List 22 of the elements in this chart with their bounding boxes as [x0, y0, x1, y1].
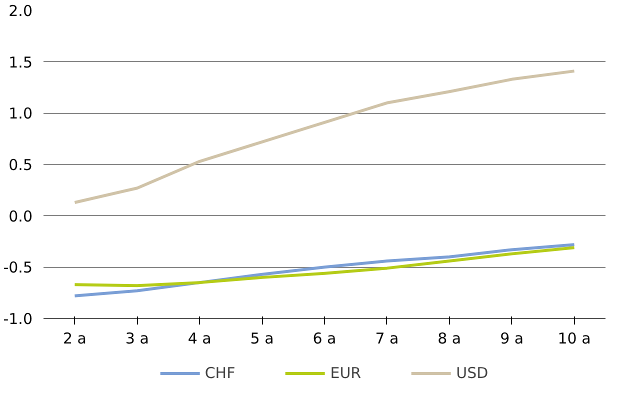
y-tick-label: 1.5 [8, 53, 33, 72]
line-series [73, 70, 576, 204]
x-tick-label: 3 a [125, 330, 149, 348]
x-tick-label: 9 a [500, 330, 524, 348]
x-tick-label: 8 a [438, 330, 462, 348]
x-tick-label: 7 a [375, 330, 399, 348]
legend-label: CHF [204, 364, 236, 382]
y-tick-label: -1.0 [3, 310, 33, 328]
x-tick-label: 5 a [250, 330, 274, 348]
y-tick-label: 0.5 [8, 156, 33, 174]
x-tick-label: 10 a [558, 330, 591, 348]
legend-label: USD [456, 364, 488, 382]
y-tick-label: 1.0 [8, 104, 33, 123]
legend-label: EUR [330, 364, 362, 382]
x-tick-label: 2 a [62, 330, 86, 348]
line-series [73, 246, 576, 288]
line-series [73, 243, 576, 298]
y-tick-label: -0.5 [3, 258, 33, 277]
x-tick-label: 4 a [188, 330, 212, 348]
y-tick-label: 2.0 [8, 2, 33, 20]
y-tick-label: 0.0 [8, 207, 33, 226]
x-tick-label: 6 a [312, 330, 336, 348]
